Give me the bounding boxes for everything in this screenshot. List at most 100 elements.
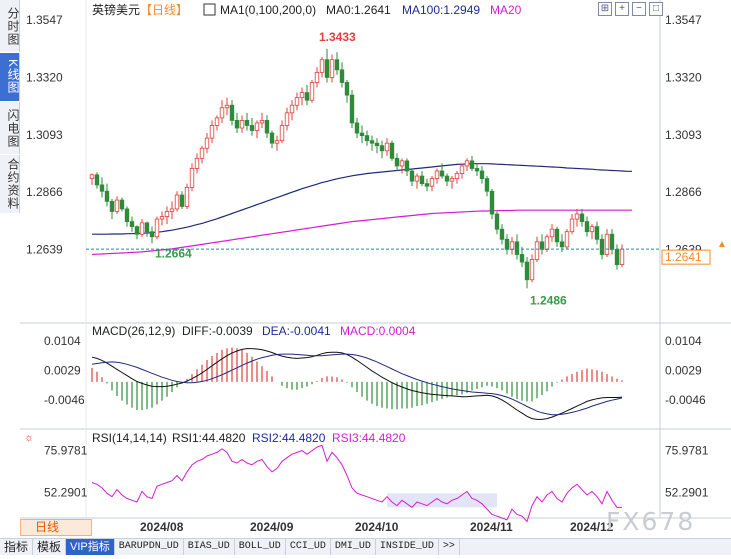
ma-params-label: MA1(0,100,200,0) — [220, 3, 316, 17]
tab-barupdn[interactable]: BARUPDN_UD — [115, 539, 184, 555]
rsi-tick-label-left: 52.2901 — [44, 486, 88, 500]
high-price-label: 1.3433 — [319, 30, 356, 44]
period-label: 【日线】 — [140, 3, 188, 17]
candle-body — [324, 59, 330, 78]
ma100-line — [92, 163, 632, 235]
candle-body — [104, 190, 110, 202]
tab-boll[interactable]: BOLL_UD — [235, 539, 286, 555]
candle-body — [399, 160, 405, 167]
candle-body — [619, 248, 625, 265]
candle-body — [404, 160, 410, 172]
candle-body — [494, 213, 500, 230]
candle-body — [299, 92, 305, 99]
crosshair-icon[interactable]: ⊞ — [598, 2, 612, 16]
candle-body — [314, 71, 320, 83]
candle-body — [519, 254, 525, 263]
candle-body — [614, 249, 620, 265]
candle-body — [584, 221, 590, 233]
candle-body — [459, 165, 465, 174]
candle-body — [454, 173, 460, 179]
tab-templates[interactable]: 模板 — [33, 539, 67, 555]
tab-contract-info[interactable]: 合约资料 — [0, 155, 20, 213]
candle-body — [274, 140, 280, 144]
price-tick-label-right: 1.2866 — [665, 185, 702, 199]
tab-timeshare[interactable]: 分时图 — [0, 0, 20, 52]
candle-body — [169, 208, 175, 212]
candle-body — [429, 178, 435, 187]
candle-body — [294, 97, 300, 106]
ma100-value: MA100:1.2949 — [402, 3, 480, 17]
symbol-title: 英镑美元 — [92, 2, 140, 17]
fullscreen-icon[interactable]: □ — [649, 2, 663, 16]
candle-body — [394, 157, 400, 167]
tab-kline[interactable]: K线图 — [0, 53, 20, 101]
candle-body — [484, 178, 490, 192]
candle-body — [114, 199, 120, 212]
candle-body — [549, 228, 555, 238]
rsi2-value: RSI2:44.4820 — [252, 431, 326, 445]
candle-body — [469, 160, 475, 169]
x-axis-date-label: 2024/12 — [570, 520, 614, 534]
candle-body — [564, 231, 570, 248]
candle-body — [374, 142, 380, 147]
rsi1-value: RSI1:44.4820 — [172, 431, 246, 445]
candle-body — [499, 228, 505, 240]
more-tabs-button[interactable]: >> — [439, 539, 460, 555]
macd-name: MACD(26,12,9) — [92, 324, 175, 338]
candle-body — [174, 194, 180, 210]
macd-hist-value: MACD:0.0004 — [340, 324, 416, 338]
candle-body — [124, 208, 130, 222]
candle-body — [329, 59, 335, 78]
candle-body — [244, 120, 250, 126]
candle-body — [384, 142, 390, 152]
macd-tick-label-right: 0.0104 — [665, 334, 702, 348]
price-tick-label-right: 1.3093 — [665, 128, 702, 142]
start-low-label: 1.2664 — [155, 246, 192, 260]
candle-body — [534, 241, 540, 260]
ma0-value: MA0:1.2641 — [326, 3, 391, 17]
rsi-name: RSI(14,14,14) — [92, 431, 167, 445]
candle-body — [94, 174, 100, 186]
candle-body — [99, 184, 105, 192]
candle-body — [419, 175, 425, 185]
zoom-out-icon[interactable]: − — [632, 2, 646, 16]
period-selector-button[interactable]: 日线 — [20, 519, 92, 536]
candle-body — [129, 221, 135, 228]
tab-bias[interactable]: BIAS_UD — [184, 539, 235, 555]
tab-vip-indicators[interactable]: VIP指标 — [66, 539, 115, 555]
candle-body — [214, 117, 220, 126]
candle-body — [514, 241, 520, 255]
candle-body — [144, 222, 150, 233]
candle-body — [159, 216, 165, 220]
candle-body — [529, 259, 535, 281]
candle-body — [599, 238, 605, 255]
candle-body — [434, 170, 440, 179]
candle-body — [524, 261, 530, 281]
candle-body — [559, 241, 565, 248]
zoom-in-icon[interactable]: + — [615, 2, 629, 16]
candle-body — [479, 170, 485, 179]
candle-body — [264, 120, 270, 134]
tab-dmi[interactable]: DMI_UD — [331, 539, 376, 555]
tab-flash-chart[interactable]: 闪电图 — [0, 102, 20, 154]
candle-body — [289, 104, 295, 114]
macd-dea-value: DEA:-0.0041 — [262, 324, 331, 338]
price-tick-label-right: 1.3320 — [665, 70, 702, 84]
macd-tick-label-right: -0.0046 — [665, 393, 706, 407]
rsi-tick-label-left: 75.9781 — [44, 444, 88, 458]
candle-body — [464, 160, 470, 167]
candle-body — [304, 92, 310, 101]
tab-inside[interactable]: INSIDE_UD — [376, 539, 439, 555]
candle-body — [539, 241, 545, 250]
candle-body — [149, 231, 155, 238]
price-tick-label-right: 1.3547 — [665, 13, 702, 27]
candle-body — [579, 213, 585, 222]
x-axis-date-label: 2024/09 — [250, 520, 294, 534]
macd-dea-line — [91, 353, 623, 416]
tab-cci[interactable]: CCI_UD — [286, 539, 331, 555]
tab-indicators[interactable]: 指标 — [0, 539, 34, 555]
candle-body — [119, 199, 125, 210]
x-axis-date-label: 2024/08 — [140, 520, 184, 534]
macd-diff-value: DIFF:-0.0039 — [182, 324, 253, 338]
